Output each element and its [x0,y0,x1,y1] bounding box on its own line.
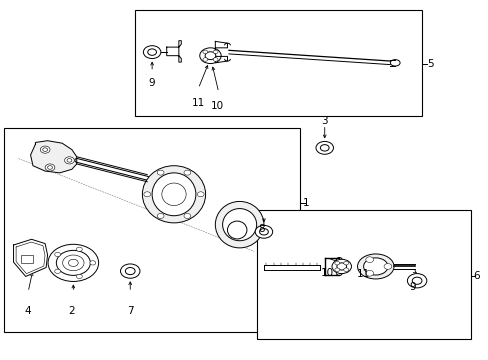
Circle shape [47,166,52,169]
Ellipse shape [363,258,387,275]
Circle shape [334,261,339,265]
Circle shape [259,229,268,235]
Ellipse shape [222,208,256,241]
Ellipse shape [142,166,205,223]
Circle shape [68,259,78,266]
Circle shape [204,52,215,60]
Polygon shape [16,242,45,274]
Polygon shape [30,141,77,173]
Circle shape [365,257,373,262]
Circle shape [315,141,333,154]
Circle shape [203,58,207,61]
Circle shape [157,170,163,175]
Polygon shape [215,41,227,63]
Circle shape [334,268,339,271]
Circle shape [331,259,351,274]
Polygon shape [14,239,47,276]
Circle shape [55,252,61,257]
Text: 3: 3 [321,116,327,126]
Ellipse shape [152,173,196,216]
Circle shape [147,49,156,55]
Bar [135,10,421,116]
Circle shape [42,148,47,152]
Ellipse shape [357,254,393,279]
Text: 11: 11 [356,269,369,279]
Circle shape [365,270,373,276]
Circle shape [383,264,391,269]
Bar [4,128,300,332]
Circle shape [120,264,140,278]
Circle shape [183,213,190,219]
Circle shape [320,145,328,151]
Text: 5: 5 [426,59,432,69]
Bar [21,255,33,263]
Circle shape [56,250,90,275]
Circle shape [183,170,190,175]
Circle shape [411,277,421,284]
Text: 7: 7 [127,306,133,316]
Circle shape [197,192,203,197]
Circle shape [45,164,55,171]
Text: 6: 6 [472,271,479,282]
Text: 10: 10 [320,267,333,278]
Ellipse shape [215,202,264,248]
Ellipse shape [389,60,399,66]
Circle shape [143,192,150,197]
Circle shape [125,267,135,275]
Circle shape [213,58,218,61]
Text: 1: 1 [302,198,309,208]
Circle shape [255,225,272,238]
Text: 2: 2 [68,306,75,316]
Circle shape [90,261,96,265]
Circle shape [40,146,50,153]
Text: 11: 11 [191,98,204,108]
Circle shape [157,213,163,219]
Circle shape [336,263,346,270]
Text: 9: 9 [408,282,415,292]
Circle shape [76,274,82,279]
Circle shape [67,158,72,162]
Circle shape [64,157,74,164]
Text: 9: 9 [148,78,155,88]
Circle shape [407,274,426,288]
Circle shape [200,48,221,64]
Circle shape [76,247,82,251]
Circle shape [48,244,99,282]
Text: 4: 4 [25,306,31,316]
Circle shape [343,268,348,271]
Polygon shape [166,41,181,62]
Circle shape [203,50,207,54]
Circle shape [55,269,61,273]
Circle shape [213,50,218,54]
Circle shape [62,255,84,271]
Text: 10: 10 [211,102,224,111]
Ellipse shape [162,183,186,206]
Bar [256,210,469,339]
Ellipse shape [227,221,246,239]
Text: 8: 8 [258,224,264,234]
Circle shape [143,46,161,59]
Circle shape [343,261,348,265]
